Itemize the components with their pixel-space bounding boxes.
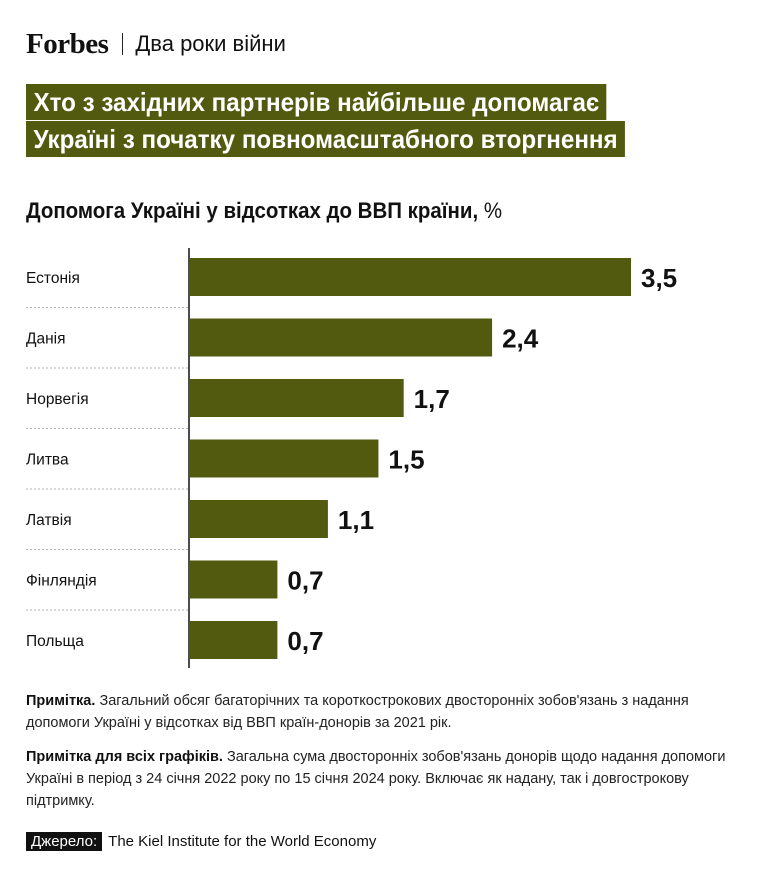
headline-line-1: Хто з західних партнерів найбільше допом…	[26, 84, 607, 120]
bar	[189, 379, 404, 417]
value-label: 1,7	[414, 384, 450, 414]
note-2: Примітка для всіх графіків. Загальна сум…	[26, 746, 726, 812]
bar-chart: Естонія 3,5 Данія 2,4 Норвегія 1,7 Литва 1,5 Лат…	[26, 248, 677, 668]
category-label: Норвегія	[26, 391, 89, 408]
source-text: The Kiel Institute for the World Economy	[108, 833, 377, 850]
chart-unit: %	[483, 198, 503, 223]
rubric-title: Два роки війни	[135, 31, 286, 56]
bar	[189, 500, 328, 538]
source-label: Джерело:	[26, 832, 103, 851]
category-label: Фінляндія	[26, 573, 97, 590]
value-label: 1,5	[388, 445, 424, 475]
note-1-label: Примітка.	[26, 693, 96, 709]
header-divider	[122, 33, 124, 55]
category-label: Естонія	[26, 270, 80, 287]
note-1-text: Загальний обсяг багаторічних та короткос…	[26, 693, 689, 731]
forbes-logo: Forbes	[26, 27, 109, 60]
bar	[189, 318, 493, 357]
headline: Хто з західних партнерів найбільше допом…	[26, 84, 670, 158]
header: Forbes Два роки війни	[26, 26, 286, 62]
value-label: 1,1	[338, 505, 374, 535]
value-label: 3,5	[641, 263, 677, 293]
bar	[189, 439, 379, 478]
bar	[189, 258, 631, 296]
value-label: 0,7	[287, 566, 323, 596]
headline-line-2: Україні з початку повномасштабного вторг…	[26, 121, 626, 157]
category-label: Латвія	[26, 512, 72, 529]
category-label: Польща	[26, 633, 84, 650]
note-1: Примітка. Загальний обсяг багаторічних т…	[26, 690, 726, 734]
note-2-text: Загальна сума двосторонніх зобов'язань д…	[26, 749, 726, 809]
chart-title-text: Допомога Україні у відсотках до ВВП краї…	[26, 198, 473, 223]
value-label: 0,7	[287, 626, 323, 656]
bar	[189, 621, 278, 659]
source: Джерело: The Kiel Institute for the Worl…	[26, 832, 376, 851]
chart-title: Допомога Україні у відсотках до ВВП краї…	[26, 198, 503, 223]
category-label: Данія	[26, 331, 66, 348]
category-label: Литва	[26, 452, 69, 469]
value-label: 2,4	[502, 324, 539, 354]
bar	[189, 560, 278, 599]
note-2-label: Примітка для всіх графіків.	[26, 749, 223, 765]
